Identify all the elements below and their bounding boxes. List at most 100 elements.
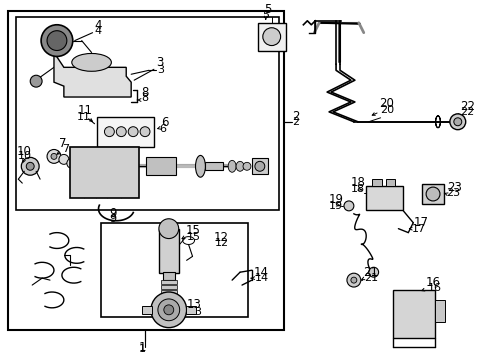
Ellipse shape <box>228 160 236 172</box>
Text: 21: 21 <box>362 266 377 279</box>
Bar <box>146 157 175 175</box>
Bar <box>371 179 381 186</box>
Text: 2: 2 <box>292 117 299 127</box>
Text: 17: 17 <box>412 216 427 229</box>
Bar <box>257 23 285 50</box>
Ellipse shape <box>72 54 111 71</box>
Text: 9: 9 <box>109 207 117 220</box>
Circle shape <box>128 127 138 136</box>
Text: 4: 4 <box>94 26 102 36</box>
Text: 5: 5 <box>261 10 268 20</box>
Circle shape <box>262 28 280 46</box>
Circle shape <box>75 156 84 166</box>
Text: 20: 20 <box>379 97 394 110</box>
Circle shape <box>59 154 69 164</box>
Circle shape <box>116 127 126 136</box>
Text: 23: 23 <box>446 181 461 194</box>
Circle shape <box>47 31 67 50</box>
Text: 16: 16 <box>425 276 440 289</box>
Text: 2: 2 <box>292 110 300 123</box>
Bar <box>96 117 154 147</box>
Text: 14: 14 <box>253 266 268 279</box>
Bar <box>161 290 176 294</box>
Text: 10: 10 <box>16 145 31 158</box>
Text: 18: 18 <box>350 176 365 189</box>
Text: 16: 16 <box>427 283 441 293</box>
Bar <box>365 186 403 210</box>
Circle shape <box>163 305 173 315</box>
Text: 10: 10 <box>17 152 31 161</box>
Circle shape <box>159 219 178 239</box>
Text: 23: 23 <box>445 188 459 198</box>
Text: 13: 13 <box>188 307 202 317</box>
Text: 7: 7 <box>62 144 69 154</box>
Text: 5: 5 <box>263 3 271 16</box>
Circle shape <box>350 277 356 283</box>
Bar <box>16 17 278 210</box>
Circle shape <box>453 118 461 126</box>
Polygon shape <box>54 53 131 97</box>
Bar <box>159 229 178 273</box>
Bar <box>161 285 176 289</box>
Text: 14: 14 <box>254 273 268 283</box>
Circle shape <box>343 201 353 211</box>
Circle shape <box>30 75 42 87</box>
Text: 18: 18 <box>350 184 364 194</box>
Bar <box>205 162 223 170</box>
Bar <box>161 300 176 304</box>
Circle shape <box>158 299 179 321</box>
Text: 7: 7 <box>59 136 66 149</box>
Circle shape <box>21 157 39 175</box>
Bar <box>70 147 139 198</box>
Bar <box>385 179 395 186</box>
Ellipse shape <box>195 156 205 177</box>
Text: 21: 21 <box>363 273 377 283</box>
Text: 17: 17 <box>411 224 426 234</box>
Bar <box>421 184 443 204</box>
Text: 4: 4 <box>94 19 102 32</box>
Text: 9: 9 <box>109 214 116 224</box>
Circle shape <box>449 114 465 130</box>
Circle shape <box>254 161 264 171</box>
Circle shape <box>41 25 73 57</box>
Circle shape <box>51 153 57 159</box>
Circle shape <box>140 127 150 136</box>
Bar <box>251 158 267 174</box>
Circle shape <box>104 127 114 136</box>
Ellipse shape <box>236 161 244 171</box>
Circle shape <box>26 162 34 170</box>
Circle shape <box>67 158 77 168</box>
Circle shape <box>151 292 186 328</box>
Text: 3: 3 <box>156 56 163 69</box>
Text: 6: 6 <box>161 116 168 129</box>
Text: 22: 22 <box>459 107 473 117</box>
Text: 15: 15 <box>185 224 200 237</box>
Bar <box>8 11 283 330</box>
Circle shape <box>425 187 439 201</box>
Text: 3: 3 <box>157 65 163 75</box>
Bar <box>434 300 444 322</box>
Circle shape <box>346 273 360 287</box>
Text: 8: 8 <box>141 93 148 103</box>
Bar <box>142 306 152 314</box>
Bar <box>163 272 174 280</box>
Text: 13: 13 <box>186 298 201 311</box>
Text: 19: 19 <box>328 201 343 211</box>
Text: 15: 15 <box>186 231 200 242</box>
Bar <box>161 280 176 284</box>
Circle shape <box>47 149 61 163</box>
Text: 8: 8 <box>141 86 148 99</box>
Text: 1: 1 <box>139 345 146 354</box>
Bar <box>185 306 195 314</box>
Text: 19: 19 <box>328 193 344 206</box>
Text: 12: 12 <box>213 230 228 243</box>
Circle shape <box>368 267 378 277</box>
Text: 12: 12 <box>215 238 229 248</box>
Text: 20: 20 <box>380 105 394 115</box>
Text: 1: 1 <box>139 341 146 354</box>
Bar <box>102 223 247 317</box>
Text: 22: 22 <box>459 100 474 113</box>
Text: 6: 6 <box>159 124 165 134</box>
Ellipse shape <box>243 162 250 170</box>
Bar <box>393 290 434 338</box>
